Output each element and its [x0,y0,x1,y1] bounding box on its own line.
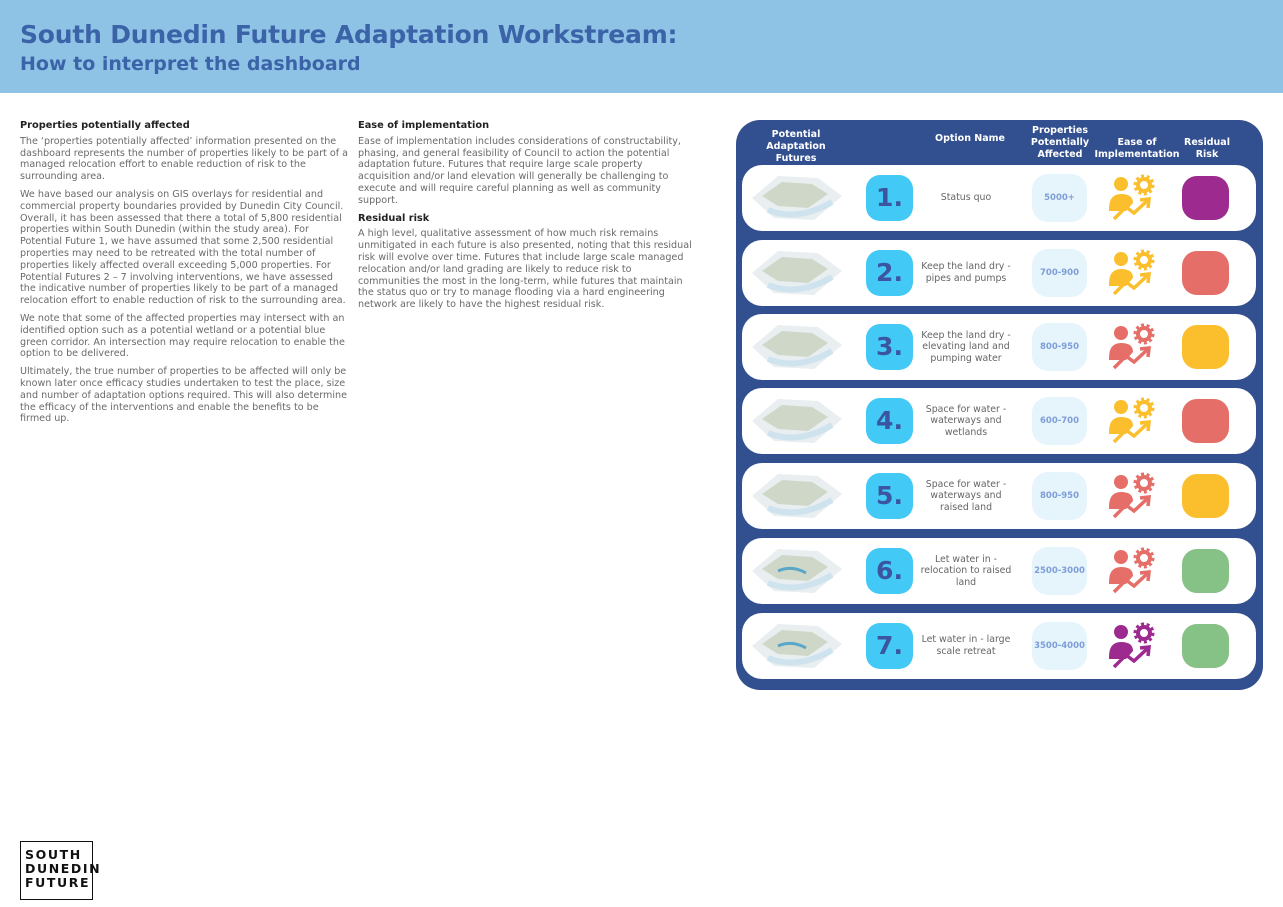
logo-line: FUTURE [25,875,91,890]
future-row: 7. Let water in - large scale retreat 35… [742,613,1256,679]
ease-heading: Ease of implementation [358,120,490,131]
page-title: South Dunedin Future Adaptation Workstre… [20,20,678,49]
paragraph: We have based our analysis on GIS overla… [20,188,346,307]
ease-of-implementation-icon [1109,397,1155,444]
header-futures: Potential Adaptation Futures [766,129,826,164]
properties-affected-pill: 5000+ [1032,174,1087,222]
residual-risk-indicator [1182,399,1229,443]
option-name: Status quo [940,192,992,204]
ease-of-implementation-icon [1109,323,1155,370]
residual-risk-indicator [1182,549,1229,593]
ease-of-implementation-icon [1109,249,1155,296]
future-number-badge: 5. [866,473,913,519]
properties-affected-pill: 600-700 [1032,397,1087,445]
header-risk: Residual Risk [1184,137,1230,160]
future-map-thumbnail [752,325,842,369]
future-number-badge: 4. [866,398,913,444]
residual-risk-indicator [1182,176,1229,220]
properties-affected-pill: 800-950 [1032,323,1087,371]
ease-of-implementation-icon [1109,174,1155,221]
future-number-badge: 3. [866,324,913,370]
paragraph: Ultimately, the true number of propertie… [20,366,348,425]
future-map-thumbnail [752,176,842,220]
ease-of-implementation-icon [1109,547,1155,594]
logo-line: DUNEDIN [25,861,102,876]
header-ease: Ease of Implementation [1094,137,1180,160]
header-option-name: Option Name [935,133,1005,144]
future-number-badge: 7. [866,623,913,669]
option-name: Space for water - waterways and raised l… [925,478,1007,513]
ease-risk-section: Ease of implementation Ease of implement… [358,120,693,317]
properties-affected-pill: 2500-3000 [1032,547,1087,595]
future-map-thumbnail [752,251,842,295]
option-name: Keep the land dry - pipes and pumps [921,261,1011,284]
option-name: Let water in - relocation to raised land [920,553,1012,588]
residual-risk-indicator [1182,474,1229,518]
ease-of-implementation-icon [1109,472,1155,519]
future-row: 4. Space for water - waterways and wetla… [742,388,1256,454]
logo-line: SOUTH [25,847,82,862]
paragraph: The ‘properties potentially affected’ in… [20,135,349,183]
option-name: Keep the land dry - elevating land and p… [921,329,1011,364]
paragraph: We note that some of the affected proper… [20,312,345,360]
properties-section: Properties potentially affected The ‘pro… [20,120,350,431]
properties-heading: Properties potentially affected [20,120,190,131]
future-row: 2. Keep the land dry - pipes and pumps 7… [742,240,1256,306]
future-number-badge: 1. [866,175,913,221]
future-map-thumbnail [752,474,842,518]
header-properties: Properties Potentially Affected [1030,125,1090,160]
header-band [0,0,1283,93]
future-row: 5. Space for water - waterways and raise… [742,463,1256,529]
future-map-thumbnail [752,399,842,443]
risk-heading: Residual risk [358,212,430,224]
properties-affected-pill: 3500-4000 [1032,622,1087,670]
option-name: Space for water - waterways and wetlands [925,403,1007,438]
future-map-thumbnail [752,549,842,593]
residual-risk-indicator [1182,251,1229,295]
risk-text: A high level, qualitative assessment of … [358,228,692,311]
ease-of-implementation-icon [1109,622,1155,669]
future-row: 3. Keep the land dry - elevating land an… [742,314,1256,380]
properties-affected-pill: 800-950 [1032,472,1087,520]
future-row: 1. Status quo 5000+ [742,165,1256,231]
future-map-thumbnail [752,624,842,668]
option-name: Let water in - large scale retreat [921,634,1011,657]
page-subtitle: How to interpret the dashboard [20,53,361,75]
residual-risk-indicator [1182,325,1229,369]
future-number-badge: 2. [866,250,913,296]
future-number-badge: 6. [866,548,913,594]
ease-text: Ease of implementation includes consider… [358,135,681,206]
residual-risk-indicator [1182,624,1229,668]
properties-affected-pill: 700-900 [1032,249,1087,297]
south-dunedin-future-logo: SOUTH DUNEDIN FUTURE [20,841,102,900]
future-row: 6. Let water in - relocation to raised l… [742,538,1256,604]
